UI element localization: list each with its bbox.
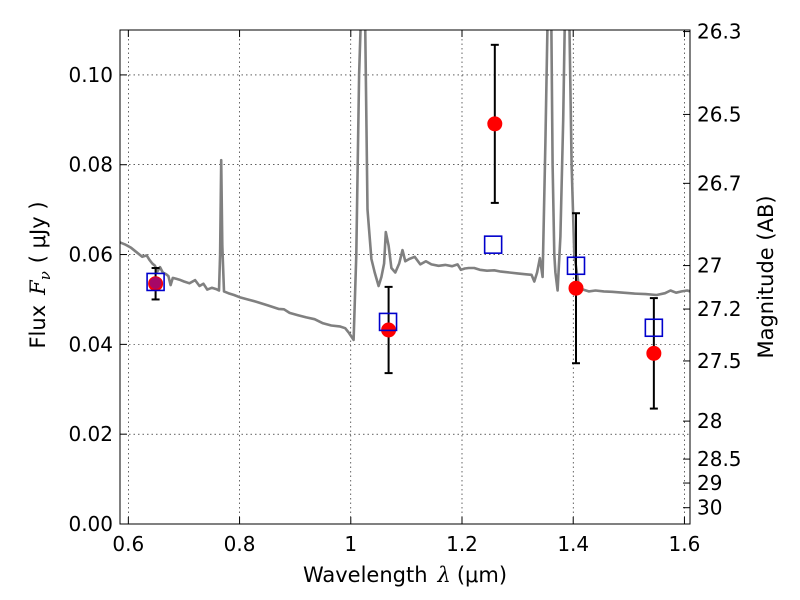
y-tick-label: 0.04 [68, 332, 113, 356]
x-tick-label: 1.6 [669, 532, 701, 556]
model-square [644, 318, 664, 338]
error-bars [151, 43, 658, 410]
spectrum-line [120, 30, 690, 342]
y-tick-label: 0.00 [68, 512, 113, 536]
y-tick-label: 0.10 [68, 63, 113, 87]
y-axis-title: FluxFν( μJy ) [26, 201, 54, 348]
observed-point [646, 345, 662, 361]
x-axis-title: Wavelength λ (μm) [303, 563, 507, 587]
y2-tick-label: 30 [697, 496, 722, 520]
y2-tick-label: 27.2 [697, 297, 742, 321]
y2-tick-label: 27 [697, 254, 722, 278]
grid-lines [120, 30, 690, 525]
y2-tick-label: 28.5 [697, 447, 742, 471]
y-tick-label: 0.08 [68, 153, 113, 177]
observed-point [487, 116, 503, 132]
y2-tick-label: 26.5 [697, 102, 742, 126]
y2-tick-label: 29 [697, 471, 722, 495]
model-square [483, 235, 503, 254]
y2-tick-label: 26.7 [697, 171, 742, 195]
tick-labels: 0.6 0.8 1 1.2 1.4 1.6 0.00 0.02 0.04 0.06 0.08 0.10… [68, 20, 741, 556]
y2-axis-title: Magnitude (AB) [754, 195, 778, 358]
y-tick-label: 0.02 [68, 422, 113, 446]
x-tick-label: 1 [344, 532, 357, 556]
model-square [146, 272, 165, 292]
x-tick-label: 1.2 [446, 532, 478, 556]
model-square [378, 312, 398, 332]
x-tick-label: 1.4 [557, 532, 589, 556]
axes [119, 29, 691, 525]
y2-tick-label: 27.5 [697, 349, 742, 373]
x-tick-label: 0.6 [112, 532, 144, 556]
y2-tick-label: 26.3 [697, 20, 742, 44]
observed-point [568, 280, 584, 296]
spectrum-layer [120, 30, 690, 342]
plot-frame [119, 29, 691, 525]
overlap-marker [149, 276, 162, 289]
y-tick-label: 0.06 [68, 243, 113, 267]
data-markers [146, 116, 664, 361]
model-square [566, 256, 586, 276]
x-tick-label: 0.8 [224, 532, 256, 556]
y2-tick-label: 28 [697, 409, 722, 433]
